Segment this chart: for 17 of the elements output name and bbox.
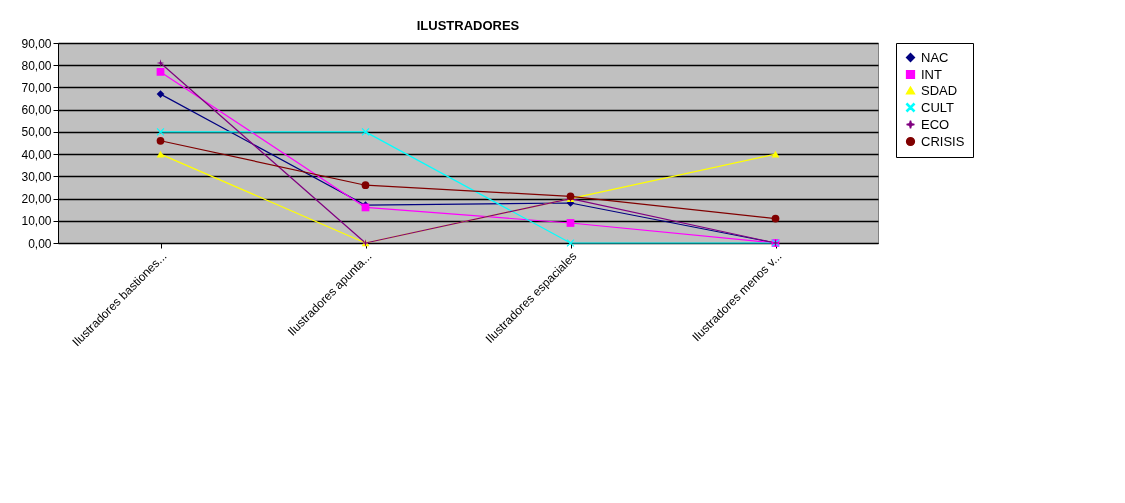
legend-label: ECO [921, 116, 950, 132]
legend-label: CULT [921, 99, 955, 115]
y-tick-label: 10,00 [21, 214, 52, 229]
legend-label: CRISIS [921, 133, 965, 149]
y-tick-label: 20,00 [21, 192, 52, 207]
y-tick-label: 40,00 [21, 147, 52, 162]
chart-title: ILUSTRADORES [416, 18, 520, 33]
y-tick-label: 50,00 [21, 125, 52, 140]
y-tick-label: 0,00 [28, 236, 52, 251]
y-tick-label: 90,00 [21, 36, 52, 51]
y-tick-label: 30,00 [21, 169, 52, 184]
y-tick-label: 80,00 [21, 58, 52, 73]
legend-label: SDAD [921, 82, 958, 98]
y-tick-label: 70,00 [21, 80, 52, 95]
legend-label: NAC [921, 49, 949, 65]
y-tick-label: 60,00 [21, 103, 52, 118]
legend-label: INT [921, 66, 942, 82]
